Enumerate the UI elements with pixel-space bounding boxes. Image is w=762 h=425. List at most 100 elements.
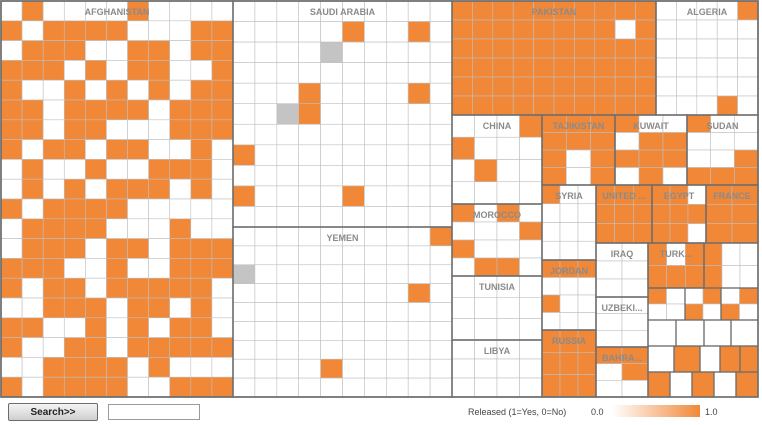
detainee-cell [492, 57, 514, 78]
detainee-cell [716, 76, 738, 97]
detainee-cell [451, 0, 473, 21]
detainee-cell [276, 377, 299, 398]
detainee-cell [21, 119, 44, 140]
detainee-cell [669, 223, 689, 244]
detainee-cell [211, 337, 234, 358]
detainee-cell [42, 376, 65, 398]
detainee-cell [254, 123, 278, 146]
detainee-cell [106, 99, 128, 121]
detainee-cell [385, 245, 409, 266]
detainee-cell [621, 380, 649, 398]
detainee-cell [127, 258, 149, 279]
detainee-cell [385, 41, 409, 63]
detainee-cell [647, 303, 667, 321]
detainee-cell [407, 340, 431, 360]
detainee-cell [635, 0, 657, 21]
detainee-cell [614, 204, 634, 224]
detainee-cell [519, 257, 543, 277]
detainee-cell [190, 40, 213, 61]
detainee-cell [190, 297, 213, 319]
detainee-cell [474, 221, 498, 241]
detainee-cell [541, 294, 561, 313]
country-label: JORDAN [550, 266, 588, 276]
detainee-cell [320, 21, 343, 43]
detainee-cell [63, 119, 86, 140]
detainee-cell [21, 60, 44, 81]
detainee-cell [169, 0, 192, 22]
detainee-cell [232, 340, 256, 360]
country-label: TURK... [660, 249, 693, 259]
detainee-cell [685, 265, 705, 289]
detainee-cell [169, 159, 192, 180]
detainee-cell [451, 95, 473, 116]
country-label: SYRIA [555, 191, 583, 201]
detainee-cell [232, 206, 256, 228]
detainee-cell [298, 41, 321, 63]
detainee-cell [63, 198, 86, 220]
detainee-cell [492, 76, 514, 97]
detainee-cell [577, 294, 597, 313]
treemap-cells [0, 0, 759, 398]
detainee-cell [705, 204, 733, 224]
detainee-cell [21, 198, 44, 220]
detainee-cell [342, 123, 365, 146]
detainee-cell [496, 239, 520, 259]
detainee-cell [385, 62, 409, 84]
detainee-cell [621, 363, 649, 381]
detainee-cell [148, 178, 171, 200]
detainee-cell [276, 21, 299, 43]
detainee-cell [364, 62, 387, 84]
detainee-cell [407, 0, 431, 22]
detainee-cell [364, 377, 387, 398]
detainee-cell [385, 123, 409, 146]
detainee-cell [541, 222, 561, 242]
detainee-cell [254, 41, 278, 63]
detainee-cell [474, 377, 498, 398]
detainee-cell [148, 258, 171, 279]
detainee-cell [169, 277, 192, 299]
search-button[interactable]: Search>> [8, 403, 98, 421]
detainee-cell [614, 167, 640, 186]
detainee-cell [127, 277, 149, 299]
country-label: YEMEN [326, 233, 358, 243]
detainee-cell [127, 198, 149, 220]
treemap: AFGHANISTAN SAUDI ARABIA YEMEN PAKISTAN ALGE… [0, 0, 759, 398]
detainee-cell [232, 264, 256, 284]
detainee-cell [211, 60, 234, 81]
search-input[interactable] [108, 404, 200, 420]
detainee-cell [63, 79, 86, 101]
detainee-cell [533, 57, 555, 78]
detainee-cell [364, 144, 387, 166]
detainee-cell [42, 79, 65, 101]
detainee-cell [721, 265, 741, 289]
detainee-cell [106, 258, 128, 279]
detainee-cell [320, 123, 343, 146]
detainee-cell [407, 226, 431, 247]
detainee-cell [647, 287, 667, 305]
detainee-cell [429, 144, 453, 166]
detainee-cell [85, 79, 107, 101]
detainee-cell [364, 283, 387, 303]
detainee-cell [577, 240, 597, 261]
detainee-cell [85, 60, 107, 81]
country-label: MOROCCO [473, 210, 521, 220]
detainee-cell [703, 242, 723, 266]
detainee-cell [385, 185, 409, 207]
detainee-cell [190, 258, 213, 279]
detainee-cell [169, 337, 192, 358]
detainee-cell [472, 19, 494, 40]
detainee-cell [232, 62, 256, 84]
detainee-cell [713, 371, 737, 398]
detainee-cell [85, 357, 107, 378]
detainee-cell [0, 60, 23, 81]
detainee-cell [496, 159, 520, 183]
detainee-cell [85, 20, 107, 41]
detainee-cell [63, 60, 86, 81]
detainee-cell [385, 302, 409, 322]
detainee-cell [232, 82, 256, 105]
detainee-cell [364, 165, 387, 187]
detainee-cell [190, 99, 213, 121]
country-label: TUNISIA [479, 282, 516, 292]
detainee-cell [276, 302, 299, 322]
detainee-cell [655, 0, 677, 21]
